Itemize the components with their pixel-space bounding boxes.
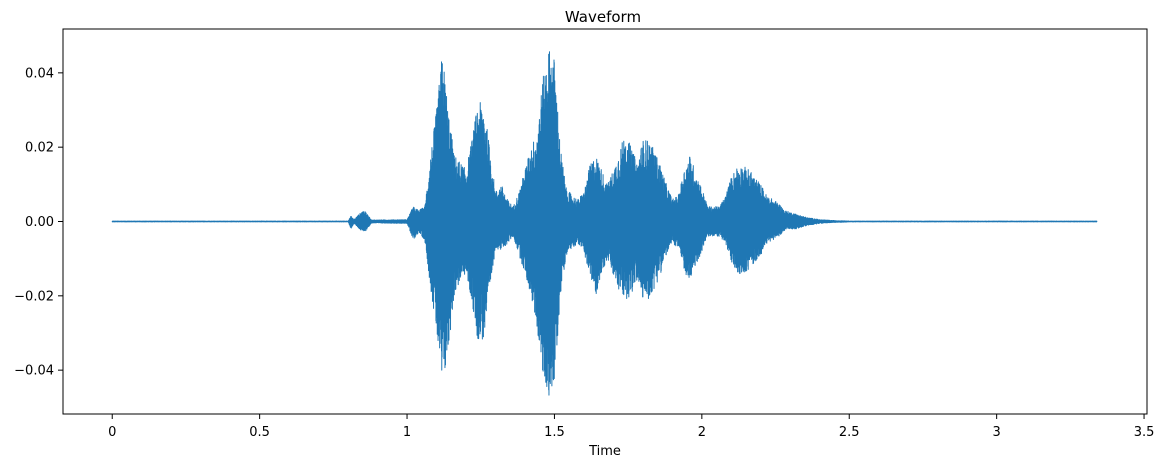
chart-title: Waveform bbox=[565, 8, 641, 26]
waveform-series-line bbox=[111, 51, 1098, 396]
x-tick-label: 2.5 bbox=[839, 425, 860, 440]
y-tick-label: 0.00 bbox=[25, 215, 54, 230]
y-tick-label: 0.04 bbox=[25, 66, 54, 81]
y-tick-label: 0.02 bbox=[25, 141, 54, 156]
x-tick-label: 1 bbox=[403, 425, 411, 440]
x-axis: 0 0.5 1 1.5 2 2.5 3 3.5 bbox=[108, 414, 1154, 440]
x-tick-label: 0 bbox=[108, 425, 116, 440]
x-axis-title: Time bbox=[588, 444, 621, 459]
waveform-marks bbox=[111, 51, 1098, 396]
y-axis: −0.04 −0.02 0.00 0.02 0.04 bbox=[14, 66, 63, 379]
y-tick-label: −0.04 bbox=[14, 364, 54, 379]
x-tick-label: 3.5 bbox=[1134, 425, 1155, 440]
x-tick-label: 0.5 bbox=[249, 425, 270, 440]
y-tick-label: −0.02 bbox=[14, 289, 54, 304]
x-tick-label: 1.5 bbox=[544, 425, 565, 440]
x-tick-label: 2 bbox=[698, 425, 706, 440]
x-tick-label: 3 bbox=[993, 425, 1001, 440]
